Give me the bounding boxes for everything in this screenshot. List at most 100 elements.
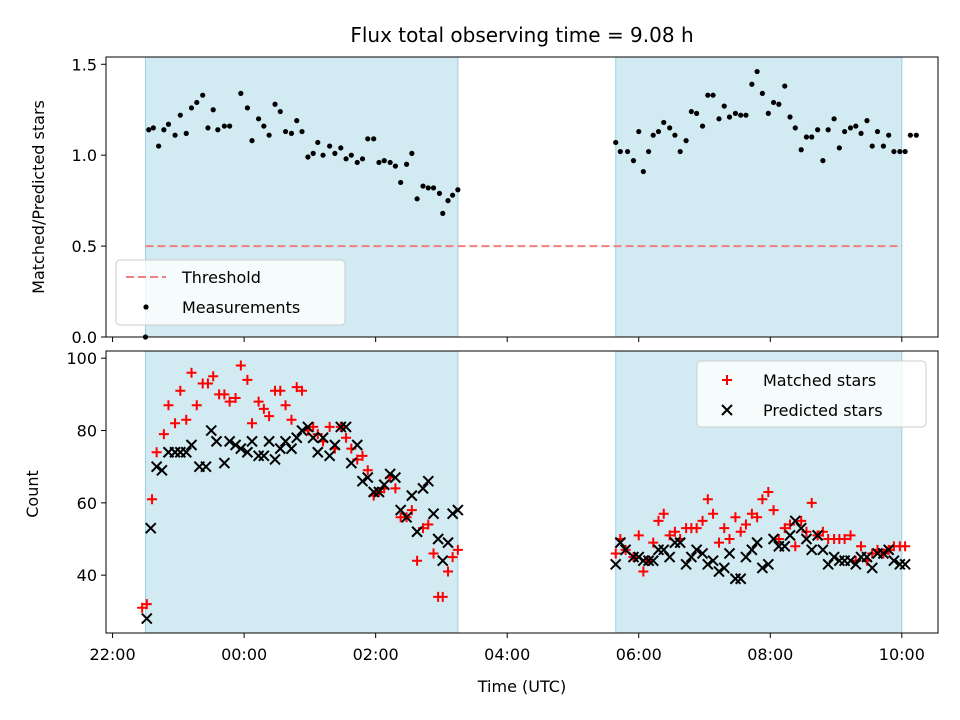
data-point	[713, 565, 725, 578]
data-point	[757, 494, 768, 505]
data-point	[845, 530, 856, 541]
data-point	[406, 489, 418, 502]
data-point	[902, 148, 908, 155]
data-point	[732, 110, 739, 116]
data-point	[756, 562, 769, 574]
data-point	[677, 148, 683, 155]
data-point	[630, 158, 637, 164]
data-point	[343, 156, 349, 162]
x-tick-label: 08:00	[747, 645, 793, 664]
legend-measurements-label: Measurements	[182, 298, 300, 317]
data-point	[194, 99, 200, 106]
data-point	[699, 123, 706, 129]
data-point	[688, 108, 694, 115]
data-point	[437, 554, 449, 567]
data-point	[746, 508, 757, 519]
data-point	[141, 599, 152, 610]
data-point	[411, 526, 423, 538]
data-point	[861, 551, 873, 563]
data-point	[235, 360, 246, 371]
data-point	[387, 159, 393, 166]
y-tick-label: 0.0	[72, 328, 97, 347]
data-point	[718, 562, 730, 574]
data-point	[188, 105, 195, 111]
data-point	[146, 127, 152, 133]
data-point	[365, 136, 371, 142]
data-point	[839, 534, 850, 544]
data-point	[185, 439, 198, 451]
data-point	[229, 439, 242, 451]
data-point	[858, 130, 864, 136]
data-point	[320, 152, 326, 158]
data-point	[891, 148, 897, 155]
data-point	[156, 143, 162, 149]
data-point	[440, 210, 446, 216]
x-tick-label: 04:00	[484, 645, 530, 664]
data-point	[258, 403, 269, 414]
data-point	[338, 145, 344, 151]
series-predicted-stars	[141, 421, 911, 625]
data-point	[219, 389, 230, 400]
data-point	[359, 156, 366, 162]
data-point	[286, 414, 297, 425]
data-point	[817, 526, 828, 537]
data-point	[696, 547, 709, 560]
data-point	[836, 145, 842, 151]
data-point	[650, 132, 656, 138]
data-point	[191, 400, 202, 411]
data-point	[443, 566, 454, 577]
data-point	[208, 371, 219, 382]
data-point	[730, 512, 741, 523]
series-measurements	[142, 68, 919, 340]
data-point	[357, 450, 368, 461]
y-tick-label: 100	[66, 349, 97, 368]
data-point	[874, 128, 881, 135]
data-point	[809, 134, 815, 140]
data-point	[702, 494, 713, 505]
data-point	[348, 152, 354, 158]
data-point	[726, 114, 733, 120]
data-point	[269, 453, 281, 466]
data-point	[315, 139, 321, 146]
data-point	[376, 159, 382, 166]
data-point	[378, 479, 390, 491]
data-point	[285, 442, 298, 455]
data-point	[177, 112, 183, 118]
data-point	[414, 196, 420, 202]
data-point	[767, 533, 780, 545]
data-point	[398, 179, 404, 186]
data-point	[455, 187, 461, 193]
data-point	[640, 168, 646, 175]
data-point	[710, 92, 716, 98]
legend-predicted-swatch	[721, 404, 733, 416]
data-point	[899, 558, 911, 571]
data-point	[247, 418, 258, 429]
data-point	[907, 132, 913, 138]
series-matched-stars	[137, 360, 911, 613]
data-point	[428, 548, 439, 559]
legend-box	[696, 360, 927, 428]
data-point	[227, 123, 233, 129]
data-point	[452, 504, 464, 516]
y-tick-label: 80	[77, 422, 97, 441]
data-point	[738, 112, 744, 118]
legend-predicted-label: Predicted stars	[763, 401, 883, 420]
data-point	[806, 497, 817, 508]
data-point	[255, 116, 262, 122]
data-point	[913, 132, 919, 138]
data-point	[151, 447, 162, 458]
data-point	[308, 421, 319, 432]
data-point	[754, 68, 760, 75]
data-point	[280, 400, 291, 411]
data-point	[241, 446, 254, 458]
data-point	[784, 529, 796, 542]
data-point	[749, 81, 755, 87]
data-point	[442, 536, 454, 549]
data-point	[452, 544, 463, 555]
x-axis-label: Time (UTC)	[477, 677, 566, 696]
data-point	[224, 396, 235, 407]
y-tick-label: 60	[77, 494, 97, 513]
data-point	[716, 116, 722, 122]
data-point	[381, 158, 387, 164]
data-point	[186, 367, 197, 378]
